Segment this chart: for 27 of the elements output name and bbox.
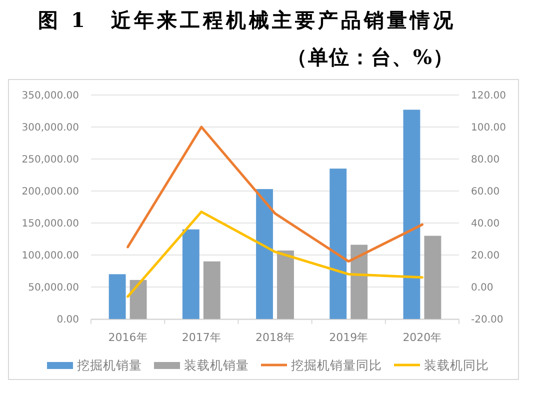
y-tick-label: 300,000.00 bbox=[22, 122, 79, 134]
x-tick-label: 2016年 bbox=[108, 331, 148, 344]
y2-tick-label: 0.00 bbox=[471, 282, 494, 294]
x-tick-label: 2018年 bbox=[256, 331, 294, 344]
y-tick-label: 200,000.00 bbox=[22, 186, 79, 198]
y2-tick-label: 20.00 bbox=[471, 250, 500, 262]
y2-tick-label: 60.00 bbox=[471, 186, 500, 198]
y-tick-label: 150,000.00 bbox=[22, 218, 79, 230]
x-tick-label: 2020年 bbox=[402, 331, 442, 344]
y-tick-label: 350,000.00 bbox=[22, 90, 79, 102]
y2-tick-label: 40.00 bbox=[471, 218, 500, 230]
y-tick-label: 50,000.00 bbox=[28, 282, 79, 294]
legend-label: 挖掘机销量同比 bbox=[291, 358, 382, 372]
x-tick-label: 2017年 bbox=[182, 331, 221, 344]
chart-title: 图 1 近年来工程机械主要产品销量情况 bbox=[38, 8, 456, 32]
legend-label: 挖掘机销量 bbox=[77, 358, 142, 372]
y-tick-label: 100,000.00 bbox=[22, 250, 79, 262]
y2-tick-label: 80.00 bbox=[471, 154, 500, 166]
legend-label: 装载机同比 bbox=[424, 358, 489, 372]
legend-label: 装载机销量 bbox=[184, 358, 249, 372]
y2-tick-label: -20.00 bbox=[471, 314, 504, 326]
y2-tick-label: 100.00 bbox=[471, 122, 506, 134]
y2-tick-label: 120.00 bbox=[471, 90, 506, 102]
y-tick-label: 250,000.00 bbox=[22, 154, 79, 166]
y-tick-label: 0.00 bbox=[56, 314, 79, 326]
chart-subtitle: （单位：台、%） bbox=[286, 45, 454, 69]
x-tick-label: 2019年 bbox=[329, 331, 368, 344]
